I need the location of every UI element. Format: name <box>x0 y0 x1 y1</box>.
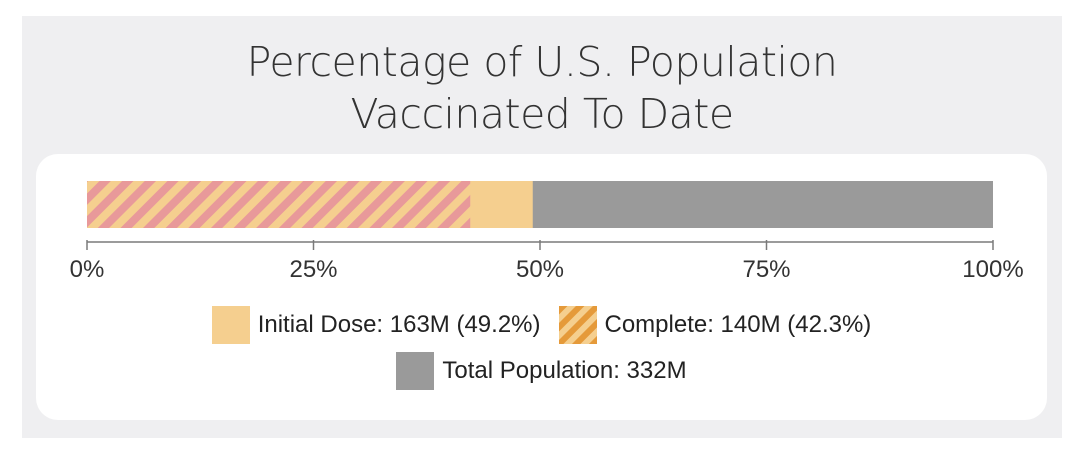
bar-complete <box>87 181 471 228</box>
bar-chart: 0% 25% 50% 75% 100% <box>70 181 1024 283</box>
x-tick-label: 0% <box>70 256 105 283</box>
chart-card: 0% 25% 50% 75% 100% Initial Dose: 163M (49.2… <box>36 154 1047 420</box>
chart-title-line-2: Vaccinated To Date <box>350 90 734 138</box>
x-tick-label: 100% <box>962 256 1023 283</box>
chart-panel: Percentage of U.S. Population Vaccinated… <box>22 16 1062 438</box>
legend-item-total-population: Total Population: 332M <box>396 352 687 390</box>
legend-label-initial-dose: Initial Dose: 163M (49.2%) <box>257 311 541 338</box>
x-tick-label: 75% <box>742 256 790 283</box>
legend-item-initial-dose: Initial Dose: 163M (49.2%) <box>211 306 541 344</box>
legend-swatch-initial-dose <box>211 306 250 344</box>
x-tick-label: 25% <box>289 256 337 283</box>
x-tick-label: 50% <box>516 256 564 283</box>
legend-row-1: Initial Dose: 163M (49.2%) Complete: 140… <box>36 306 1047 344</box>
legend-row-2: Total Population: 332M <box>36 352 1047 390</box>
legend-label-total-population: Total Population: 332M <box>442 357 687 384</box>
legend-label-complete: Complete: 140M (42.3%) <box>604 311 872 338</box>
chart-title: Percentage of U.S. Population Vaccinated… <box>22 36 1062 140</box>
legend-swatch-total-population <box>396 352 435 390</box>
chart-title-line-1: Percentage of U.S. Population <box>246 38 838 86</box>
legend-swatch-complete <box>558 306 597 344</box>
legend-item-complete: Complete: 140M (42.3%) <box>558 306 872 344</box>
